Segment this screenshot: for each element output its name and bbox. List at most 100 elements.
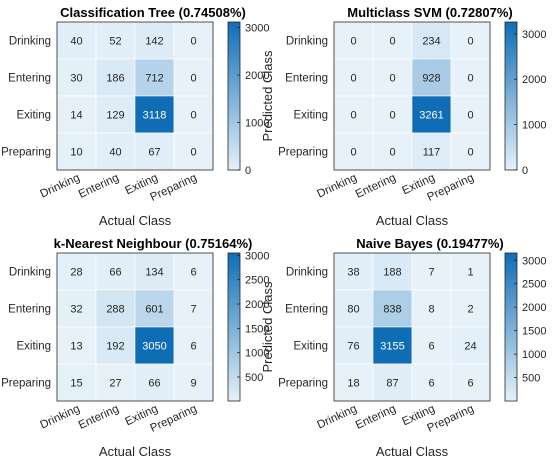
plot-frame bbox=[56, 21, 214, 171]
colorbar-tick-label: 1000 bbox=[522, 349, 546, 361]
chart-title: Multiclass SVM (0.72807%) bbox=[347, 5, 512, 20]
y-tick-label: Entering bbox=[8, 304, 51, 316]
cell-value: 66 bbox=[109, 267, 121, 279]
confusion-panel-4: Naive Bayes (0.19477%)38 188 7 180 838 8 276 31… bbox=[260, 236, 546, 459]
colorbar-tick-label: 0 bbox=[522, 165, 528, 177]
heatmap-cell bbox=[333, 289, 374, 328]
y-tick-label: Entering bbox=[285, 73, 328, 85]
colorbar bbox=[227, 252, 241, 402]
x-tick-label: Entering bbox=[77, 172, 121, 201]
x-tick-label: Drinking bbox=[38, 403, 81, 432]
colorbar-tick-label: 1500 bbox=[522, 326, 546, 338]
cell-value: 0 bbox=[190, 110, 196, 122]
colorbar-tick-label: 2000 bbox=[245, 70, 269, 82]
cell-value: 129 bbox=[106, 110, 124, 122]
cell-value: 18 bbox=[347, 378, 359, 390]
x-tick-label: Entering bbox=[77, 403, 121, 432]
heatmap-cell bbox=[173, 252, 214, 291]
y-tick-label: Exiting bbox=[16, 110, 51, 122]
cell-value: 601 bbox=[145, 304, 163, 316]
colorbar bbox=[227, 21, 241, 171]
colorbar-tick-label: 3000 bbox=[522, 255, 546, 267]
y-tick-label: Drinking bbox=[9, 36, 51, 48]
cell-value: 15 bbox=[70, 378, 82, 390]
x-tick-label: Entering bbox=[354, 172, 398, 201]
heatmap-cell bbox=[95, 21, 136, 60]
chart-title: Classification Tree (0.74508%) bbox=[60, 5, 246, 20]
y-tick-label: Drinking bbox=[286, 36, 328, 48]
plot-frame bbox=[333, 21, 491, 171]
heatmap-cell bbox=[333, 363, 374, 402]
heatmap-cell bbox=[450, 252, 491, 291]
colorbar-tick-label: 3000 bbox=[522, 29, 546, 41]
cell-value: 0 bbox=[350, 110, 356, 122]
heatmap-cell bbox=[56, 289, 97, 328]
x-axis-label: Actual Class bbox=[99, 444, 172, 459]
x-tick-label: Drinking bbox=[38, 172, 81, 201]
heatmap-cell bbox=[450, 289, 491, 328]
cell-value: 0 bbox=[467, 73, 473, 85]
y-tick-label: Entering bbox=[8, 73, 51, 85]
colorbar-tick-label: 0 bbox=[245, 165, 251, 177]
y-tick-label: Preparing bbox=[1, 378, 51, 390]
colorbar-tick-label: 500 bbox=[245, 372, 263, 384]
colorbar-tick-label: 2500 bbox=[522, 279, 546, 291]
colorbar-tick-label: 3000 bbox=[245, 250, 269, 262]
heatmap-cell bbox=[333, 95, 374, 134]
plot-frame bbox=[333, 252, 491, 402]
heatmap-cell bbox=[372, 363, 413, 402]
y-tick-label: Preparing bbox=[1, 147, 51, 159]
cell-value: 0 bbox=[389, 110, 395, 122]
confusion-panel-3: k-Nearest Neighbour (0.75164%) 28 66 134 6 32… bbox=[1, 236, 269, 459]
heatmap-cell bbox=[95, 252, 136, 291]
colorbar-tick-label: 1000 bbox=[522, 120, 546, 132]
heatmap-cell bbox=[173, 363, 214, 402]
heatmap-cell bbox=[450, 95, 491, 134]
x-axis-label: Actual Class bbox=[376, 213, 449, 228]
cell-value: 40 bbox=[109, 147, 121, 159]
heatmap-cell bbox=[450, 58, 491, 97]
chart-title: Naive Bayes (0.19477%) bbox=[356, 236, 503, 251]
heatmap-cell bbox=[56, 363, 97, 402]
heatmap-cell bbox=[56, 21, 97, 60]
colorbar bbox=[504, 252, 518, 402]
heatmap-cell bbox=[333, 132, 374, 171]
cell-value: 3118 bbox=[143, 110, 167, 122]
y-tick-label: Entering bbox=[285, 304, 328, 316]
cell-value: 9 bbox=[190, 378, 196, 390]
cell-value: 712 bbox=[145, 73, 163, 85]
cell-value: 0 bbox=[190, 73, 196, 85]
colorbar-tick-label: 500 bbox=[522, 373, 540, 385]
heatmap-cell bbox=[411, 326, 452, 365]
y-tick-label: Exiting bbox=[16, 341, 51, 353]
y-axis-label: Predicted Class bbox=[260, 281, 275, 373]
heatmap-cell bbox=[173, 289, 214, 328]
x-tick-label: Drinking bbox=[315, 172, 358, 201]
colorbar-tick-label: 1500 bbox=[245, 323, 269, 335]
heatmap-cell bbox=[372, 95, 413, 134]
y-axis-label: Predicted Class bbox=[260, 50, 275, 142]
heatmap-cell bbox=[95, 326, 136, 365]
cell-value: 234 bbox=[422, 36, 440, 48]
cell-value: 7 bbox=[428, 267, 434, 279]
cell-value: 40 bbox=[70, 36, 82, 48]
x-tick-label: Entering bbox=[354, 403, 398, 432]
chart-title: k-Nearest Neighbour (0.75164%) bbox=[54, 236, 253, 251]
cell-value: 0 bbox=[467, 110, 473, 122]
cell-value: 14 bbox=[70, 110, 82, 122]
heatmap-cell bbox=[173, 58, 214, 97]
colorbar-tick-label: 2000 bbox=[522, 74, 546, 86]
cell-value: 10 bbox=[70, 147, 82, 159]
cell-value: 67 bbox=[148, 147, 160, 159]
cell-value: 0 bbox=[350, 36, 356, 48]
cell-value: 7 bbox=[190, 304, 196, 316]
heatmap-cell bbox=[134, 289, 175, 328]
cell-value: 6 bbox=[428, 341, 434, 353]
y-tick-label: Exiting bbox=[293, 110, 328, 122]
heatmap-cell bbox=[372, 326, 413, 365]
heatmap-cell bbox=[333, 326, 374, 365]
cell-value: 0 bbox=[467, 36, 473, 48]
y-tick-label: Drinking bbox=[286, 267, 328, 279]
cell-value: 8 bbox=[428, 304, 434, 316]
cell-value: 0 bbox=[350, 73, 356, 85]
